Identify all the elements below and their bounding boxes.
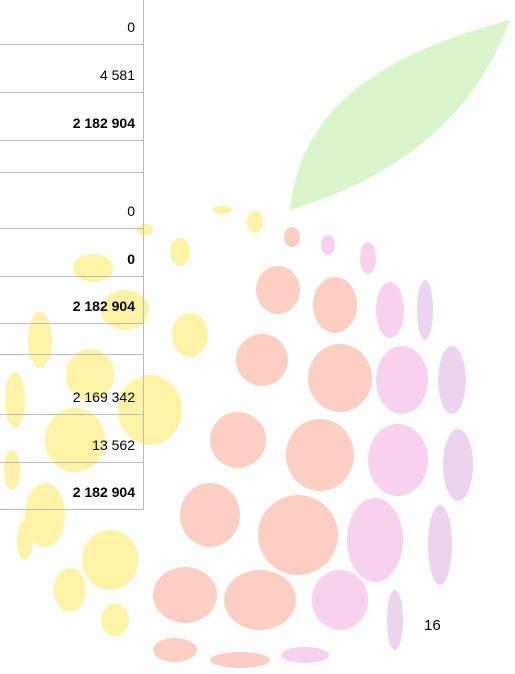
cell-value: 2 182 904 xyxy=(73,115,135,131)
table-row: 13 562 xyxy=(0,415,143,463)
table-row xyxy=(0,324,143,355)
cell-value: 0 xyxy=(127,203,135,219)
table-row: 2 182 904 xyxy=(0,463,143,510)
table-row xyxy=(0,141,143,173)
leaf xyxy=(290,20,510,210)
table-row: 2 182 904 xyxy=(0,277,143,324)
table-row: 2 169 342 xyxy=(0,355,143,415)
table-row: 0 xyxy=(0,0,143,45)
page-number: 16 xyxy=(424,617,441,634)
cell-value: 0 xyxy=(127,19,135,35)
table-row: 0 xyxy=(0,229,143,277)
table: 0 4 581 2 182 904 0 0 2 182 904 2 169 342 13 56… xyxy=(0,0,144,510)
table-row: 4 581 xyxy=(0,45,143,93)
table-row: 2 182 904 xyxy=(0,93,143,141)
cell-value: 4 581 xyxy=(100,67,135,83)
cell-value: 2 182 904 xyxy=(73,484,135,500)
page: 0 4 581 2 182 904 0 0 2 182 904 2 169 342 13 56… xyxy=(0,0,515,674)
cell-value: 2 182 904 xyxy=(73,298,135,314)
cell-value: 13 562 xyxy=(92,437,135,453)
table-row: 0 xyxy=(0,173,143,229)
cell-value: 2 169 342 xyxy=(73,389,135,405)
cell-value: 0 xyxy=(127,251,135,267)
